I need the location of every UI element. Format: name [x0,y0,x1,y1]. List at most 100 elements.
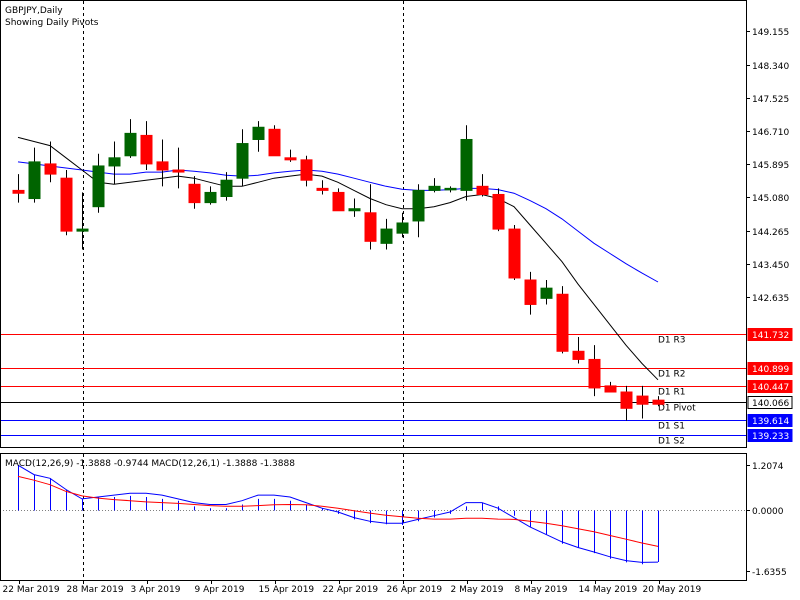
candle-body [380,228,393,244]
slow-ma-line [17,161,659,283]
date-tick-label: 26 Apr 2019 [387,585,443,595]
candle-body [588,358,601,389]
bull-candle [444,186,457,193]
date-tick-label: 20 May 2019 [643,585,702,595]
main-pane-border [0,0,747,448]
pivot-price-tag [747,328,793,341]
macd-pane [0,464,746,565]
candle-body [76,228,89,232]
macd-pane-border [0,453,747,581]
chart-subtitle: Showing Daily Pivots [5,18,99,28]
date-tick-label: 8 May 2019 [515,585,568,595]
pivot-price-value: 139.614 [752,417,789,427]
macd-tick-label: -1.6355 [752,568,787,578]
bear-candle [652,396,665,407]
chart-symbol-label: GBPJPY,Daily [5,6,63,16]
candle-body [316,187,329,191]
bear-candle [332,188,345,212]
macd-axis: 1.2074 0.0000 -1.6355 [746,462,787,578]
candle-body [268,128,281,157]
bull-candle [108,141,121,185]
moving-averages [17,136,659,381]
bull-candle [252,121,265,152]
bear-candle [284,149,297,162]
bull-candle [412,184,425,238]
date-tick-label: 22 Mar 2019 [3,585,60,595]
date-tick-label: 3 Apr 2019 [131,585,181,595]
candle-body [492,193,505,230]
candle-body [444,187,457,191]
bull-candle [220,172,233,201]
price-tick-label: 143.450 [752,261,789,271]
macd-title: MACD(12,26,9) -1.3888 -0.9744 MACD(12,26… [5,459,295,469]
macd-signal-line [17,475,659,547]
pivot-price-tag [747,429,793,442]
pivot-label: D1 Pivot [658,404,696,414]
bear-candle [140,121,153,171]
candle-body [652,399,665,405]
price-tick-label: 144.265 [752,228,789,238]
bear-candle [492,188,505,232]
candle-body [540,287,553,299]
bull-candle [540,280,553,305]
bull-candle [92,153,105,213]
bull-candle [380,218,393,250]
pivot-label: D1 R2 [658,370,686,380]
candle-body [604,385,617,393]
candle-body [12,189,25,194]
date-axis: 22 Mar 2019 28 Mar 2019 3 Apr 2019 9 Apr 20… [3,580,702,595]
pivot-price-value: 140.899 [752,365,789,375]
candle-body [236,143,249,179]
candle-body [172,169,185,173]
bear-candle [156,139,169,187]
price-tick-label: 145.080 [752,194,789,204]
candle-body [28,161,41,200]
candle-body [332,191,345,212]
bear-candle [636,385,649,419]
pivot-price-value: 140.066 [752,399,789,409]
bear-candle [556,286,569,354]
date-tick-label: 9 Apr 2019 [195,585,245,595]
candle-body [396,222,409,234]
pivot-label: D1 S2 [658,437,685,447]
candle-body [188,183,201,204]
candle-body [476,185,489,195]
candle-body [60,177,73,232]
pivot-price-value: 139.233 [752,432,789,442]
bear-candle [44,141,57,183]
pivot-price-tag [747,396,793,409]
candle-body [92,165,105,208]
bear-candle [60,170,73,236]
candle-body [428,185,441,191]
pivot-price-value: 141.732 [752,331,789,341]
bear-candle [188,176,201,209]
bull-candle [124,119,137,158]
candle-body [572,350,585,360]
macd-line [17,464,659,563]
candle-body [44,163,57,175]
bear-candle [172,147,185,189]
bear-candle [620,385,633,421]
bull-candle [396,212,409,238]
candle-body [460,138,473,191]
date-tick-label: 2 May 2019 [451,585,504,595]
bear-candle [572,337,585,364]
pivot-price-tag [747,362,793,375]
bull-candle [28,147,41,203]
bear-candle [364,184,377,250]
date-tick-label: 28 Mar 2019 [67,585,124,595]
bear-candle [268,125,281,157]
candle-body [108,157,121,167]
candle-body [524,279,537,305]
candle-body [620,391,633,409]
bull-candle [236,129,249,187]
price-tick-label: 145.895 [752,161,789,171]
pivot-label: D1 R3 [658,336,686,346]
fast-ma-line [17,136,659,381]
bear-candle [316,180,329,195]
date-tick-label: 22 Apr 2019 [323,585,379,595]
candle-body [636,395,649,405]
candle-body [508,228,521,279]
candle-body [252,126,265,140]
